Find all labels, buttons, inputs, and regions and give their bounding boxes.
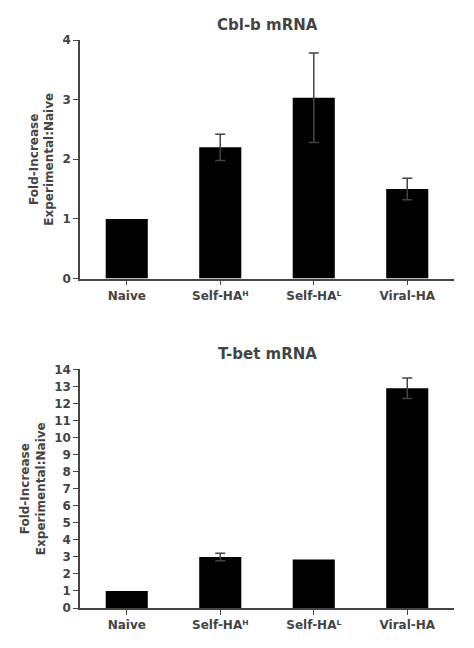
svg-text:Viral-HA: Viral-HA [379, 289, 435, 303]
svg-text:2: 2 [62, 567, 70, 581]
svg-text:8: 8 [62, 465, 70, 479]
svg-text:Naive: Naive [108, 289, 146, 303]
svg-text:1: 1 [62, 212, 70, 226]
svg-text:1: 1 [62, 584, 70, 598]
svg-text:0: 0 [62, 272, 70, 286]
svg-text:14: 14 [54, 363, 71, 377]
svg-text:6: 6 [62, 499, 70, 513]
svg-text:Self-HAᴸ: Self-HAᴸ [286, 289, 341, 303]
svg-text:Viral-HA: Viral-HA [379, 618, 435, 632]
svg-text:Naive: Naive [108, 618, 146, 632]
svg-text:5: 5 [62, 516, 70, 530]
svg-text:10: 10 [54, 431, 71, 445]
svg-text:12: 12 [54, 397, 71, 411]
svg-text:Fold-IncreaseExperimental:Naiv: Fold-IncreaseExperimental:Naive [27, 93, 57, 226]
svg-text:3: 3 [62, 550, 70, 564]
svg-text:13: 13 [54, 380, 71, 394]
svg-text:0: 0 [62, 601, 70, 615]
svg-text:Self-HAᴴ: Self-HAᴴ [192, 618, 249, 632]
svg-text:Self-HAᴴ: Self-HAᴴ [192, 289, 249, 303]
svg-text:4: 4 [62, 533, 70, 547]
svg-text:7: 7 [62, 482, 70, 496]
svg-text:Self-HAᴸ: Self-HAᴸ [286, 618, 341, 632]
svg-text:11: 11 [54, 414, 71, 428]
svg-text:3: 3 [62, 93, 70, 107]
svg-text:9: 9 [62, 448, 70, 462]
svg-text:Fold-IncreaseExperimental:Naiv: Fold-IncreaseExperimental:Naive [18, 422, 48, 555]
svg-text:T-bet mRNA: T-bet mRNA [218, 345, 317, 363]
svg-text:2: 2 [62, 152, 70, 166]
svg-text:Cbl-b mRNA: Cbl-b mRNA [217, 16, 318, 34]
svg-text:4: 4 [62, 33, 70, 47]
